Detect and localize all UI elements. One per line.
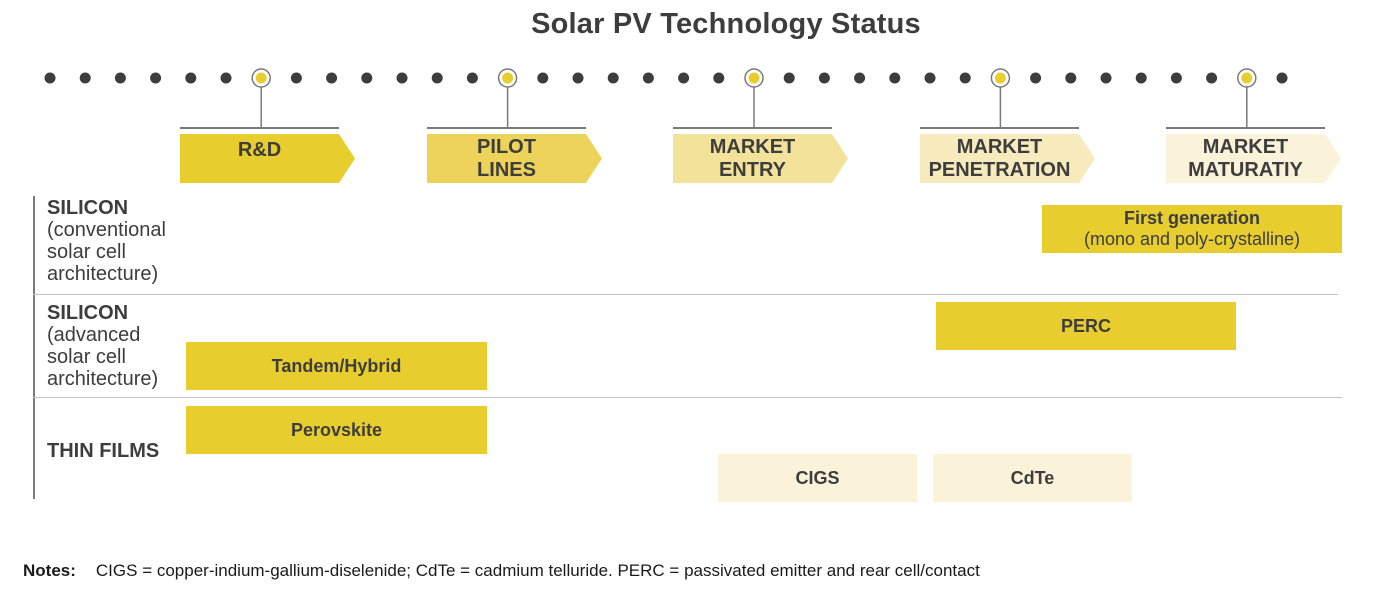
timeline-dot: [431, 72, 443, 84]
stage-pilot-lines: PILOT LINES: [427, 127, 602, 183]
stage-bracket-line: [180, 127, 339, 129]
stage-marker-dot: [255, 72, 267, 84]
timeline-dot: [678, 72, 690, 84]
timeline-dot: [713, 72, 725, 84]
stage-market-entry: MARKET ENTRY: [673, 127, 848, 183]
stage-rnd: R&D: [180, 127, 355, 183]
stage-label-market-entry: MARKET ENTRY: [709, 135, 796, 181]
stage-market-penetration: MARKET PENETRATION: [920, 127, 1095, 183]
stage-chevron: [427, 134, 602, 183]
stage-chevron: [1166, 134, 1341, 183]
row-label-silicon-conventional: SILICON (conventional solar cell archite…: [47, 197, 166, 285]
notes-label: Notes:: [23, 561, 76, 580]
bar-first-generation: First generation (mono and poly-crystall…: [1042, 205, 1342, 253]
timeline-dot: [537, 72, 549, 84]
row-divider: [33, 294, 1338, 295]
timeline-dot: [1065, 72, 1077, 84]
row-label-bold: SILICON: [47, 302, 129, 324]
timeline-dot: [361, 72, 373, 84]
stage-marker-dot: [748, 72, 760, 84]
stage-marker-dot: [502, 72, 514, 84]
timeline-dot-row: [44, 68, 1288, 128]
stage-chevron: [920, 134, 1095, 183]
timeline-dot: [1030, 72, 1042, 84]
stage-marker-dot: [994, 72, 1006, 84]
timeline-dot: [854, 72, 866, 84]
row-label-silicon-advanced: SILICON (advanced solar cell architectur…: [47, 302, 158, 390]
row-label-detail: (conventional solar cell architecture): [47, 219, 166, 285]
bar-subtitle: (mono and poly-crystalline): [1083, 229, 1301, 249]
timeline-dot: [114, 72, 126, 84]
row-axis-line: [33, 196, 35, 499]
timeline-dot: [396, 72, 408, 84]
timeline-dot: [572, 72, 584, 84]
bar-tandem-hybrid: Tandem/Hybrid: [186, 342, 487, 390]
stage-marker-dot: [1241, 72, 1253, 84]
timeline-dot: [924, 72, 936, 84]
timeline-dot: [44, 72, 56, 84]
bar-title: CdTe: [1010, 467, 1055, 488]
row-label-bold: SILICON: [47, 197, 129, 219]
stage-bracket-line: [1166, 127, 1325, 129]
notes: Notes: CIGS = copper-indium-gallium-disel…: [23, 561, 980, 581]
bar-title: Tandem/Hybrid: [271, 355, 402, 376]
timeline-dot: [326, 72, 338, 84]
stage-chevron: [673, 134, 848, 183]
timeline-dot: [1170, 72, 1182, 84]
bar-title: PERC: [1060, 315, 1111, 336]
bar-perovskite: Perovskite: [186, 406, 487, 454]
stage-label-market-maturity: MARKET MATURATIY: [1188, 135, 1303, 181]
timeline-dot: [818, 72, 830, 84]
bar-title: First generation: [1123, 208, 1261, 228]
timeline-dot: [290, 72, 302, 84]
timeline-dot: [642, 72, 654, 84]
timeline-dot: [150, 72, 162, 84]
timeline-dot: [185, 72, 197, 84]
timeline-dot: [220, 72, 232, 84]
timeline-dot: [79, 72, 91, 84]
bar-cdte: CdTe: [933, 454, 1132, 502]
bar-title: CIGS: [795, 467, 840, 488]
stage-label-pilot-lines: PILOT LINES: [477, 135, 536, 181]
stage-label-rnd: R&D: [237, 139, 282, 161]
stage-bracket-line: [920, 127, 1079, 129]
notes-text: CIGS = copper-indium-gallium-diselenide;…: [95, 561, 980, 580]
stage-bracket-line: [427, 127, 586, 129]
stage-label-market-penetration: MARKET PENETRATION: [928, 135, 1071, 181]
stage-chevron: [180, 134, 355, 183]
stage-market-maturity: MARKET MATURATIY: [1166, 127, 1341, 183]
row-label-thin-films: THIN FILMS: [47, 440, 159, 462]
timeline-dot: [607, 72, 619, 84]
timeline-dot: [889, 72, 901, 84]
timeline-dot: [1206, 72, 1218, 84]
diagram-title: Solar PV Technology Status: [531, 8, 921, 40]
timeline-dot: [1100, 72, 1112, 84]
timeline-dot: [466, 72, 478, 84]
timeline-dot: [1135, 72, 1147, 84]
bar-perc: PERC: [936, 302, 1236, 350]
bar-cigs: CIGS: [718, 454, 917, 502]
bar-title: Perovskite: [290, 419, 383, 440]
timeline-dot: [783, 72, 795, 84]
timeline-dot: [1276, 72, 1288, 84]
row-label-detail: (advanced solar cell architecture): [47, 324, 159, 390]
row-divider: [33, 397, 1342, 398]
stage-bracket-line: [673, 127, 832, 129]
timeline-dot: [959, 72, 971, 84]
row-label-bold: THIN FILMS: [47, 440, 160, 462]
